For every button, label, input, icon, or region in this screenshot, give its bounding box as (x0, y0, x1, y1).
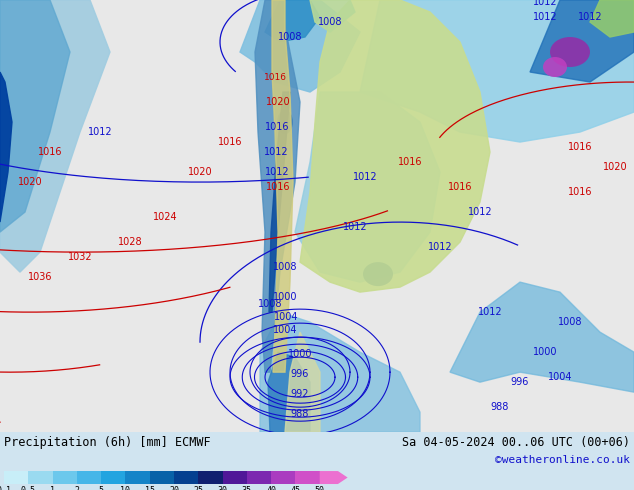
Text: 1012: 1012 (533, 12, 557, 22)
Text: 1012: 1012 (533, 0, 557, 7)
Text: 1012: 1012 (468, 207, 493, 217)
Text: 50: 50 (314, 486, 325, 490)
Text: 1008: 1008 (558, 317, 582, 327)
Text: 1000: 1000 (288, 349, 313, 359)
Text: 992: 992 (291, 389, 309, 399)
Text: ©weatheronline.co.uk: ©weatheronline.co.uk (495, 455, 630, 465)
Text: 1012: 1012 (477, 307, 502, 317)
Polygon shape (269, 92, 290, 312)
Text: 1012: 1012 (264, 167, 289, 177)
Text: 15: 15 (145, 486, 155, 490)
Text: 1004: 1004 (548, 372, 573, 382)
Text: 1028: 1028 (118, 237, 142, 247)
Polygon shape (320, 471, 347, 484)
Bar (101, 471, 126, 484)
Text: 1016: 1016 (265, 122, 289, 132)
Text: 20: 20 (169, 486, 179, 490)
Text: 1020: 1020 (18, 177, 42, 187)
Text: 1008: 1008 (258, 299, 282, 309)
Text: 1016: 1016 (568, 142, 592, 152)
Text: 1004: 1004 (274, 312, 298, 322)
Polygon shape (300, 0, 490, 292)
Polygon shape (260, 312, 420, 432)
Ellipse shape (550, 37, 590, 67)
Text: 1000: 1000 (533, 347, 557, 357)
Text: 1020: 1020 (188, 167, 212, 177)
Ellipse shape (277, 110, 293, 134)
Bar (198, 471, 223, 484)
Text: 45: 45 (290, 486, 301, 490)
Text: 1008: 1008 (278, 32, 302, 42)
Text: 996: 996 (511, 377, 529, 387)
Text: 1024: 1024 (153, 212, 178, 222)
Bar (223, 471, 247, 484)
Bar (174, 471, 198, 484)
Bar (29, 471, 53, 484)
Text: 988: 988 (291, 409, 309, 419)
Text: 1020: 1020 (266, 97, 290, 107)
Polygon shape (450, 282, 634, 392)
Polygon shape (272, 0, 293, 372)
Text: 0.5: 0.5 (21, 486, 36, 490)
Text: 1012: 1012 (428, 242, 452, 252)
Polygon shape (255, 0, 300, 372)
Text: 1036: 1036 (28, 272, 52, 282)
Bar (247, 471, 271, 484)
Ellipse shape (543, 57, 567, 77)
Text: 1016: 1016 (568, 187, 592, 197)
Text: 988: 988 (491, 402, 509, 412)
Text: 25: 25 (193, 486, 204, 490)
Text: 996: 996 (291, 369, 309, 379)
Text: 1008: 1008 (273, 262, 297, 272)
Text: 1016: 1016 (398, 157, 422, 167)
Text: 10: 10 (120, 486, 131, 490)
Polygon shape (360, 0, 634, 142)
Text: 1012: 1012 (343, 222, 367, 232)
Text: 1020: 1020 (603, 162, 627, 172)
Bar (4, 471, 29, 484)
Polygon shape (530, 0, 634, 82)
Text: 1008: 1008 (318, 17, 342, 27)
Text: 30: 30 (217, 486, 228, 490)
Text: 40: 40 (266, 486, 276, 490)
Bar (53, 471, 77, 484)
Text: 1016: 1016 (217, 137, 242, 147)
Bar (150, 471, 174, 484)
Bar (271, 471, 295, 484)
Text: 1000: 1000 (273, 292, 297, 302)
Text: 1004: 1004 (273, 325, 297, 335)
Text: Precipitation (6h) [mm] ECMWF: Precipitation (6h) [mm] ECMWF (4, 436, 210, 449)
Bar (295, 471, 320, 484)
Polygon shape (310, 0, 355, 32)
Text: 1012: 1012 (87, 127, 112, 137)
Text: 1016: 1016 (266, 182, 290, 192)
Text: Sa 04-05-2024 00..06 UTC (00+06): Sa 04-05-2024 00..06 UTC (00+06) (402, 436, 630, 449)
Text: 1016: 1016 (264, 73, 287, 81)
Text: 1012: 1012 (264, 147, 288, 157)
Text: 1012: 1012 (578, 12, 602, 22)
Ellipse shape (363, 262, 393, 286)
Bar (126, 471, 150, 484)
Polygon shape (0, 0, 70, 232)
Text: 1: 1 (50, 486, 55, 490)
Polygon shape (590, 0, 634, 37)
Text: 1016: 1016 (38, 147, 62, 157)
Polygon shape (240, 0, 360, 92)
Polygon shape (285, 332, 320, 432)
Bar (77, 471, 101, 484)
Text: 35: 35 (242, 486, 252, 490)
Text: 5: 5 (99, 486, 103, 490)
Text: 1016: 1016 (448, 182, 472, 192)
Polygon shape (268, 352, 310, 432)
Text: 1032: 1032 (68, 252, 93, 262)
Polygon shape (0, 0, 110, 272)
Polygon shape (0, 72, 12, 222)
Text: 0.1: 0.1 (0, 486, 11, 490)
Text: 1012: 1012 (353, 172, 377, 182)
Polygon shape (265, 0, 320, 42)
Text: 2: 2 (74, 486, 79, 490)
Polygon shape (295, 92, 440, 282)
